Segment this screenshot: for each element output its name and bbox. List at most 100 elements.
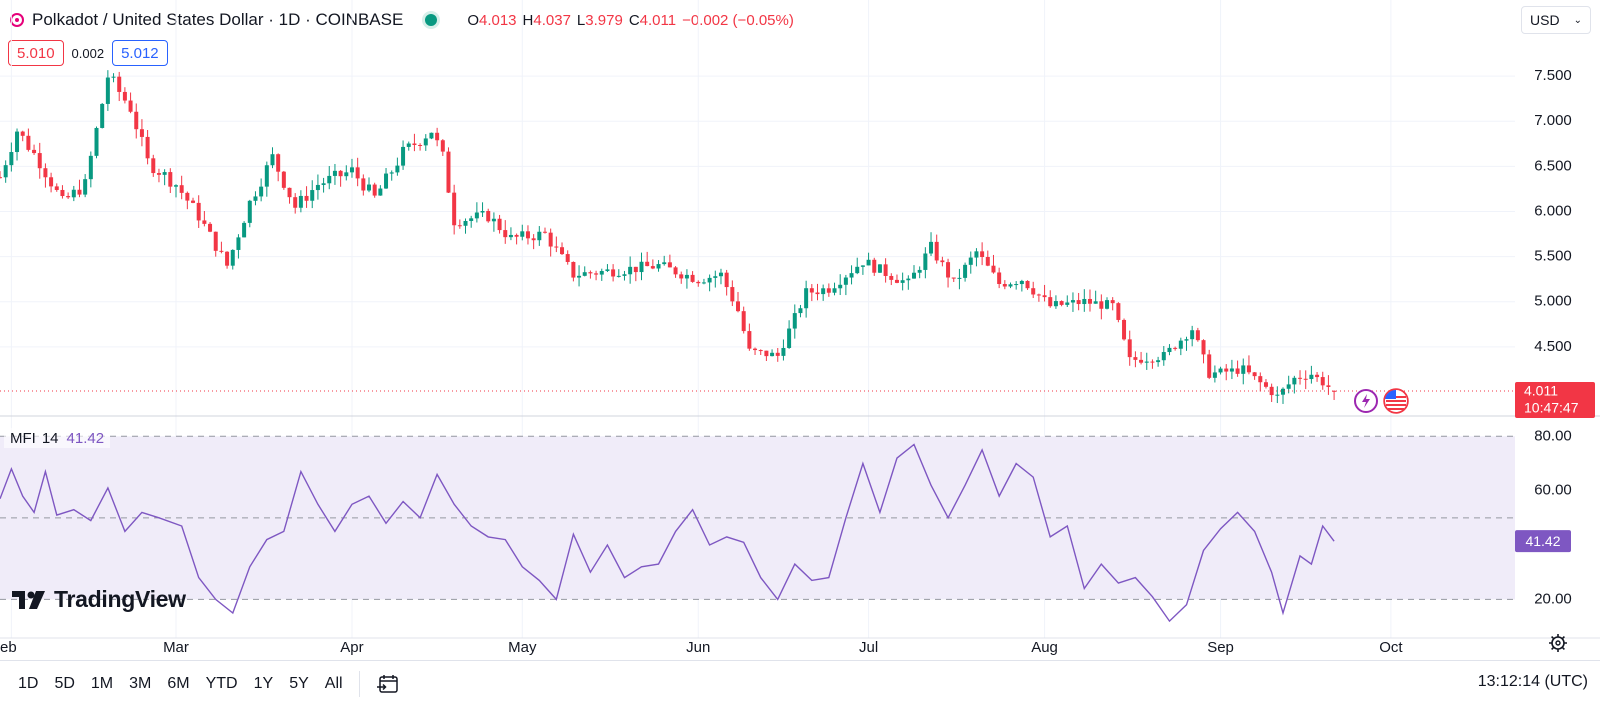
candle-body <box>1059 301 1064 305</box>
symbol-title[interactable]: Polkadot / United States Dollar · 1D · C… <box>32 10 404 29</box>
candle-body <box>1173 347 1178 349</box>
range-1y-button[interactable]: 1Y <box>253 675 274 692</box>
range-all-button[interactable]: All <box>324 675 343 692</box>
range-1d-button[interactable]: 1D <box>18 675 39 692</box>
candle-body <box>202 220 207 224</box>
candle-body <box>1184 339 1189 341</box>
candle-body <box>616 275 621 277</box>
tradingview-logo[interactable]: TradingView <box>12 586 186 613</box>
candle-body <box>741 311 746 332</box>
candle-body <box>1275 394 1280 396</box>
buy-button[interactable]: 5.012 <box>112 40 168 66</box>
logo-text: TradingView <box>54 586 186 612</box>
candle-body <box>1053 301 1058 307</box>
candle-body <box>667 262 672 268</box>
us-flag-icon[interactable] <box>1383 388 1409 414</box>
range-ytd-button[interactable]: YTD <box>205 675 238 692</box>
price-axis-tick: 7.500 <box>1534 67 1572 84</box>
mfi-name: MFI <box>10 429 36 447</box>
mfi-legend[interactable]: MFI 14 41.42 <box>4 428 111 448</box>
candle-body <box>1087 298 1092 304</box>
candle-body <box>934 241 939 261</box>
candle-body <box>20 131 25 136</box>
time-axis-label: Sep <box>1207 639 1234 656</box>
candle-body <box>622 274 627 276</box>
candle-body <box>770 352 775 357</box>
candle-body <box>684 274 689 279</box>
candle-body <box>332 170 337 176</box>
candle-body <box>1303 378 1308 380</box>
mfi-value: 41.42 <box>66 429 105 447</box>
chart-canvas[interactable]: eb Mar Apr May Jun Jul Aug Sep Oct 7.500 7.000 6.50… <box>0 0 1600 660</box>
candle-body <box>1042 295 1047 298</box>
sell-button[interactable]: 5.010 <box>8 40 64 66</box>
candle-body <box>208 223 213 232</box>
candle-body <box>497 218 502 231</box>
range-6m-button[interactable]: 6M <box>167 675 190 692</box>
candle-body <box>315 184 320 191</box>
symbol-legend[interactable]: Polkadot / United States Dollar · 1D · C… <box>10 9 794 31</box>
candle-body <box>185 192 190 201</box>
candle-body <box>412 143 417 145</box>
candle-body <box>809 288 814 293</box>
currency-select[interactable]: USD ⌄ <box>1521 6 1591 34</box>
candle-body <box>105 77 110 104</box>
currency-value: USD <box>1530 12 1560 28</box>
candle-body <box>724 272 729 288</box>
spread-value: 0.002 <box>71 45 105 61</box>
candle-body <box>1235 368 1240 374</box>
candle-body <box>173 185 178 187</box>
candle-body <box>860 265 865 267</box>
flash-icon[interactable] <box>1354 389 1378 413</box>
candle-body <box>991 265 996 273</box>
candle-body <box>594 273 599 275</box>
candle-body <box>276 154 281 172</box>
candle-body <box>554 246 559 248</box>
candle-body <box>866 259 871 266</box>
candle-body <box>889 275 894 280</box>
candle-body <box>628 266 633 275</box>
time-axis-label: May <box>508 639 537 656</box>
grid-layer <box>0 0 1515 638</box>
mfi-axis-tick: 60.00 <box>1534 482 1572 499</box>
go-to-date-icon[interactable] <box>376 672 400 696</box>
time-axis-label: Jun <box>686 639 710 656</box>
settings-gear-icon[interactable] <box>1549 634 1567 652</box>
candle-body <box>355 167 360 179</box>
utc-clock[interactable]: 13:12:14 (UTC) <box>1477 673 1588 690</box>
candle-body <box>605 269 610 272</box>
candle-body <box>1099 301 1104 309</box>
time-axis-label: Oct <box>1379 639 1403 656</box>
range-1m-button[interactable]: 1M <box>90 675 114 692</box>
candle-body <box>599 271 604 275</box>
candle-body <box>1048 297 1053 307</box>
range-5y-button[interactable]: 5Y <box>289 675 309 692</box>
candle-body <box>457 225 462 227</box>
candle-body <box>1031 288 1036 295</box>
ohlc-low-value: 3.979 <box>585 11 623 29</box>
candle-body <box>429 132 434 139</box>
candle-body <box>49 177 54 187</box>
candle-body <box>804 288 809 309</box>
candle-body <box>83 179 88 195</box>
candle-body <box>9 152 14 166</box>
candle-body <box>787 328 792 348</box>
candle-body <box>15 131 20 153</box>
ohlc-low-key: L <box>576 11 586 29</box>
range-5d-button[interactable]: 5D <box>54 675 75 692</box>
candle-body <box>435 132 440 141</box>
candle-body <box>843 277 848 285</box>
candle-body <box>1144 361 1149 363</box>
candle-body <box>883 264 888 276</box>
ohlc-high-value: 4.037 <box>533 11 571 29</box>
range-3m-button[interactable]: 3M <box>129 675 152 692</box>
candle-body <box>946 262 951 278</box>
candle-body <box>378 188 383 196</box>
price-axis-tick: 7.000 <box>1534 112 1572 129</box>
candle-body <box>1082 298 1087 305</box>
candle-body <box>531 238 536 241</box>
mfi-value-box <box>1515 530 1571 553</box>
ohlc-open-value: 4.013 <box>478 11 517 29</box>
candle-body <box>679 274 684 279</box>
candle-body <box>758 350 763 352</box>
